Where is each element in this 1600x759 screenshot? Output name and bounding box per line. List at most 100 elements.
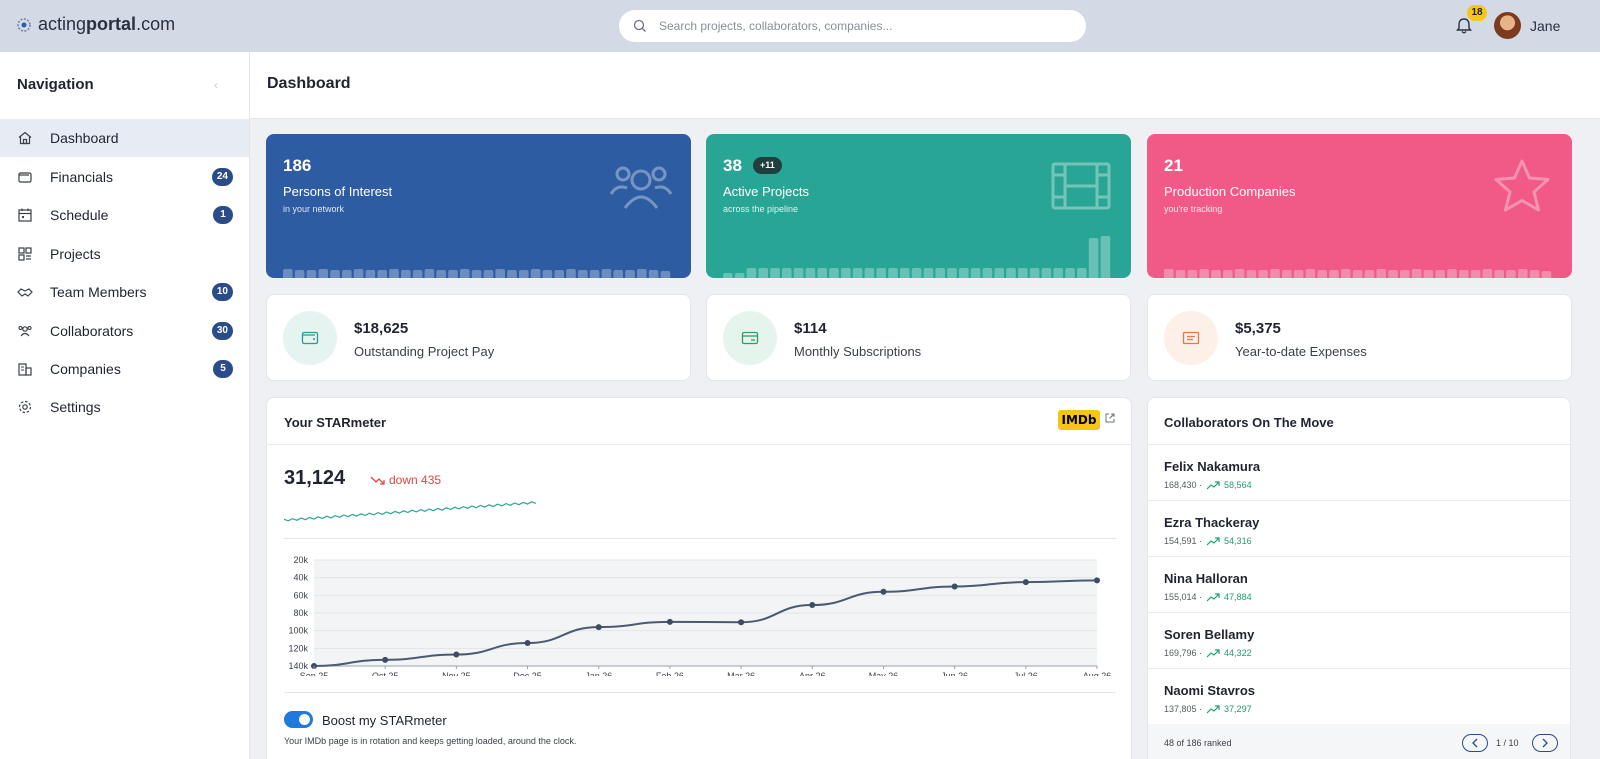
- collaborators-panel: Collaborators On The Move Felix Nakamura…: [1147, 397, 1571, 759]
- spark-bar: [637, 269, 647, 278]
- spark-bar: [1164, 269, 1174, 278]
- sidebar-item-companies[interactable]: Companies 5: [0, 350, 249, 388]
- spark-bar: [1423, 270, 1434, 278]
- app-logo[interactable]: acting portal .com: [16, 14, 175, 35]
- spark-bar: [947, 268, 957, 278]
- sidebar-item-settings[interactable]: Settings: [0, 388, 249, 426]
- stat-card-projects[interactable]: 38 +11 Active Projects across the pipeli…: [706, 134, 1131, 278]
- data-point: [1094, 577, 1100, 584]
- receipt-icon: [1182, 331, 1200, 345]
- boost-toggle[interactable]: [284, 711, 313, 728]
- card-icon: [741, 331, 759, 345]
- data-point: [738, 619, 745, 626]
- money-label: Outstanding Project Pay: [354, 344, 495, 359]
- stat-title: Active Projects: [723, 184, 809, 199]
- sidebar-item-label: Settings: [50, 399, 101, 415]
- spark-bar: [1175, 270, 1186, 278]
- stat-title: Production Companies: [1164, 184, 1296, 199]
- list-item[interactable]: Ezra Thackeray 154,591 · 54,316: [1148, 501, 1570, 557]
- money-amount: $5,375: [1235, 320, 1281, 337]
- next-page-button[interactable]: [1532, 734, 1558, 752]
- trend-up-icon: [1206, 480, 1220, 489]
- spark-bar: [1317, 270, 1327, 278]
- trend-up-icon: [1206, 648, 1220, 657]
- sidebar: Navigation ‹ Dashboard Financials 24 Sch…: [0, 52, 250, 759]
- stat-sparkbars: [1164, 269, 1552, 278]
- page-header: Dashboard: [250, 52, 1600, 119]
- sidebar-item-collaborators[interactable]: Collaborators 30: [0, 312, 249, 350]
- sidebar-item-projects[interactable]: Projects: [0, 235, 249, 273]
- spark-bar: [1447, 269, 1457, 278]
- spark-bar: [1305, 269, 1316, 278]
- sidebar-item-financials[interactable]: Financials 24: [0, 158, 249, 196]
- spark-bar: [1518, 269, 1528, 278]
- spark-bar: [1246, 270, 1257, 278]
- gain-value: 58,564: [1224, 480, 1252, 490]
- spark-bar: [1341, 269, 1351, 278]
- users-icon: [18, 325, 32, 337]
- sidebar-item-label: Collaborators: [50, 323, 134, 339]
- boost-note: Your IMDb page is in rotation and keeps …: [284, 736, 577, 746]
- money-label: Monthly Subscriptions: [794, 344, 922, 359]
- bell-icon[interactable]: [1454, 16, 1474, 36]
- film-icon: [1051, 162, 1111, 210]
- spark-bar: [1234, 269, 1245, 278]
- data-point: [951, 583, 958, 590]
- page-indicator: 1 / 10: [1496, 738, 1519, 748]
- money-card-project-pay[interactable]: $18,625 Outstanding Project Pay: [266, 294, 691, 381]
- handshake-icon: [17, 288, 33, 297]
- count-badge: 10: [211, 283, 233, 301]
- y-tick-label: 40k: [293, 573, 308, 583]
- money-card-subscriptions[interactable]: $114 Monthly Subscriptions: [706, 294, 1131, 381]
- spark-bar: [495, 269, 505, 278]
- spark-bar: [1029, 268, 1040, 278]
- stat-card-companies[interactable]: 21 Production Companies you're tracking: [1147, 134, 1572, 278]
- imdb-badge[interactable]: IMDb: [1058, 410, 1100, 430]
- external-link-icon[interactable]: [1105, 413, 1115, 423]
- list-item[interactable]: Nina Halloran 155,014 · 47,884: [1148, 557, 1570, 613]
- boost-label: Boost my STARmeter: [322, 713, 447, 728]
- list-item[interactable]: Naomi Stavros 137,805 · 37,297: [1148, 669, 1570, 725]
- logo-text-b: portal: [86, 14, 137, 34]
- avatar[interactable]: [1494, 12, 1521, 39]
- list-item[interactable]: Soren Bellamy 169,796 · 44,322: [1148, 613, 1570, 669]
- spark-bar: [1065, 268, 1075, 278]
- spark-bar: [1211, 270, 1221, 278]
- spark-bar: [566, 269, 576, 278]
- collapse-icon[interactable]: ‹: [214, 78, 218, 92]
- spark-bar: [959, 268, 969, 278]
- spark-bar: [723, 273, 733, 278]
- spark-bar: [805, 268, 816, 278]
- notification-badge: 18: [1467, 5, 1487, 21]
- spark-bar: [1006, 268, 1016, 278]
- sidebar-item-team-members[interactable]: Team Members 10: [0, 273, 249, 311]
- spark-bar: [982, 268, 993, 278]
- prev-page-button[interactable]: [1462, 734, 1488, 752]
- page-title: Dashboard: [267, 75, 351, 92]
- starmeter-score: 31,124: [284, 467, 346, 489]
- calendar-icon: [18, 208, 32, 222]
- sidebar-item-schedule[interactable]: Schedule 1: [0, 196, 249, 234]
- spark-bar: [852, 268, 863, 278]
- x-tick-label: Jun 26: [941, 671, 968, 676]
- list-item[interactable]: Felix Nakamura 168,430 · 58,564: [1148, 445, 1570, 501]
- spark-bar: [1223, 270, 1233, 278]
- spark-bar: [283, 269, 293, 278]
- spark-bar: [365, 270, 376, 278]
- stat-subtitle: in your network: [283, 204, 345, 214]
- spark-bar: [578, 270, 588, 278]
- stat-card-persons[interactable]: 186 Persons of Interest in your network: [266, 134, 691, 278]
- money-card-expenses[interactable]: $5,375 Year-to-date Expenses: [1147, 294, 1572, 381]
- spark-bar: [1388, 270, 1398, 278]
- rank-value: 168,430: [1164, 480, 1197, 490]
- sidebar-item-dashboard[interactable]: Dashboard: [0, 119, 249, 157]
- gain-value: 47,884: [1224, 592, 1252, 602]
- collaborator-meta: 169,796 · 44,322: [1164, 648, 1252, 658]
- x-tick-label: Sep 25: [300, 671, 329, 676]
- x-tick-label: Feb 26: [656, 671, 684, 676]
- sidebar-item-label: Schedule: [50, 207, 109, 223]
- search-input[interactable]: [659, 19, 1059, 33]
- star-icon: [1494, 159, 1550, 212]
- list-footer: 48 of 186 ranked 1 / 10: [1148, 724, 1570, 759]
- user-name[interactable]: Jane: [1530, 18, 1561, 34]
